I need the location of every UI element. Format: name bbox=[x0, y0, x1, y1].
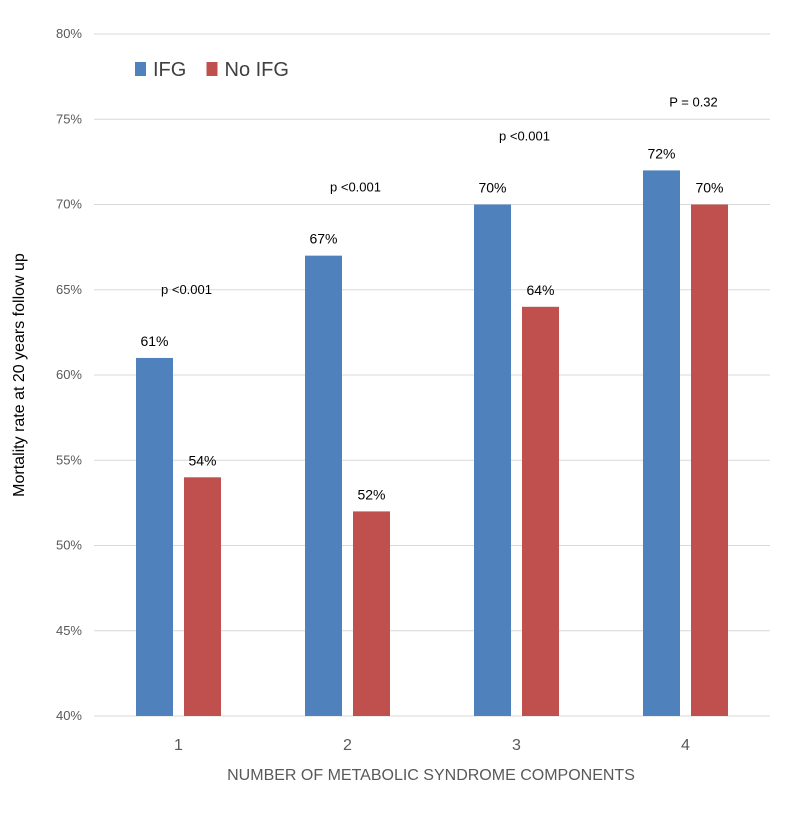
data-labels: 61% 54% 67% 52% 70% 64% 72% 70% bbox=[140, 145, 723, 502]
data-label: 67% bbox=[309, 231, 337, 247]
legend: IFG No IFG bbox=[135, 59, 289, 81]
data-label: 61% bbox=[140, 333, 168, 349]
legend-swatch-no-ifg bbox=[206, 62, 218, 76]
bar-ifg bbox=[643, 170, 680, 716]
p-value-label: p <0.001 bbox=[499, 129, 550, 144]
y-tick-label: 65% bbox=[56, 282, 82, 297]
data-label: 70% bbox=[478, 180, 506, 196]
y-tick-label: 70% bbox=[56, 197, 82, 212]
legend-label-no-ifg: No IFG bbox=[225, 59, 289, 81]
y-tick-label: 40% bbox=[56, 708, 82, 723]
bar-no-ifg bbox=[353, 511, 390, 716]
y-tick-label: 50% bbox=[56, 538, 82, 553]
data-label: 64% bbox=[526, 282, 554, 298]
x-tick-label: 2 bbox=[343, 737, 352, 754]
x-tick-label: 1 bbox=[174, 737, 183, 754]
bar-ifg bbox=[474, 204, 511, 716]
y-tick-label: 55% bbox=[56, 452, 82, 467]
bars bbox=[136, 170, 728, 716]
p-value-labels: p <0.001 p <0.001 p <0.001 P = 0.32 bbox=[161, 94, 718, 297]
x-tick-label: 4 bbox=[681, 737, 690, 754]
legend-label-ifg: IFG bbox=[153, 59, 186, 81]
x-tick-labels: 1 2 3 4 bbox=[174, 737, 690, 754]
y-tick-label: 60% bbox=[56, 367, 82, 382]
y-tick-label: 45% bbox=[56, 623, 82, 638]
x-tick-label: 3 bbox=[512, 737, 521, 754]
data-label: 54% bbox=[188, 452, 216, 468]
data-label: 70% bbox=[695, 180, 723, 196]
y-tick-label: 80% bbox=[56, 26, 82, 41]
y-tick-labels: 40% 45% 50% 55% 60% 65% 70% 75% 80% bbox=[56, 26, 82, 723]
bar-ifg bbox=[305, 255, 342, 716]
y-axis-label: Mortality rate at 20 years follow up bbox=[11, 253, 28, 497]
y-tick-label: 75% bbox=[56, 111, 82, 126]
bar-no-ifg bbox=[691, 204, 728, 716]
legend-swatch-ifg bbox=[135, 62, 146, 76]
data-label: 52% bbox=[357, 486, 385, 502]
bar-no-ifg bbox=[522, 306, 559, 716]
x-axis-label: NUMBER OF METABOLIC SYNDROME COMPONENTS bbox=[227, 767, 635, 784]
p-value-label: P = 0.32 bbox=[669, 94, 718, 109]
p-value-label: p <0.001 bbox=[330, 180, 381, 195]
data-label: 72% bbox=[647, 145, 675, 161]
bar-ifg bbox=[136, 357, 173, 716]
p-value-label: p <0.001 bbox=[161, 282, 212, 297]
bar-no-ifg bbox=[184, 477, 221, 716]
